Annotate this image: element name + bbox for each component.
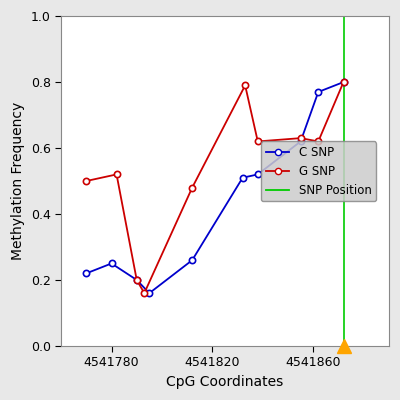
Y-axis label: Methylation Frequency: Methylation Frequency [11,102,25,260]
Legend: C SNP, G SNP, SNP Position: C SNP, G SNP, SNP Position [261,141,376,202]
X-axis label: CpG Coordinates: CpG Coordinates [166,375,284,389]
